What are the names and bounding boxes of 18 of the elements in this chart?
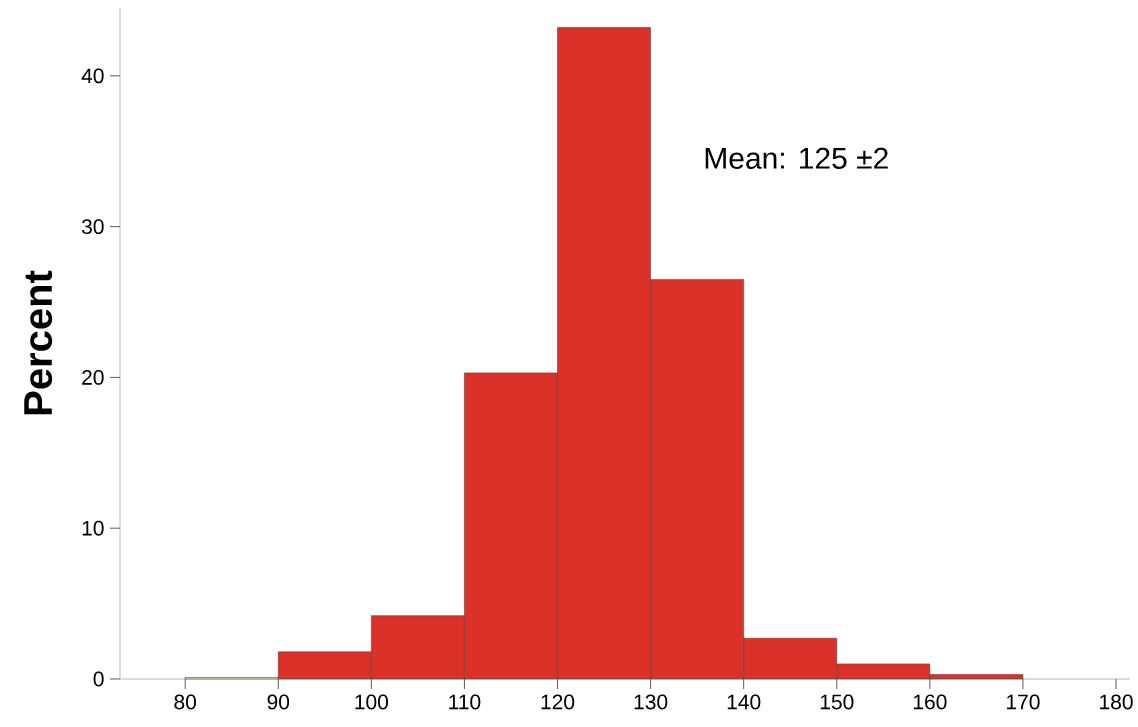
- x-tick-label: 100: [355, 694, 389, 710]
- y-tick-label: 40: [81, 68, 104, 84]
- x-tick-label: 170: [1007, 694, 1040, 710]
- x-tick-label: 140: [727, 694, 761, 710]
- y-tick-label: 0: [93, 671, 104, 687]
- x-tick-label: 160: [913, 694, 947, 710]
- x-tick-label: 120: [541, 694, 575, 710]
- x-tick-label: 130: [634, 694, 668, 710]
- x-tick-label: 110: [449, 694, 481, 710]
- x-tick-label: 80: [174, 694, 197, 710]
- y-axis-title: Percent: [24, 270, 53, 415]
- y-tick-label: 30: [81, 219, 104, 235]
- x-tick-label: 150: [820, 694, 854, 710]
- x-tick-label: 180: [1100, 694, 1133, 710]
- x-tick-label: 90: [267, 694, 290, 710]
- y-tick-label: 20: [82, 369, 104, 385]
- y-tick-label: 10: [82, 520, 104, 536]
- annotation: Mean: 125 ±2: [705, 147, 888, 169]
